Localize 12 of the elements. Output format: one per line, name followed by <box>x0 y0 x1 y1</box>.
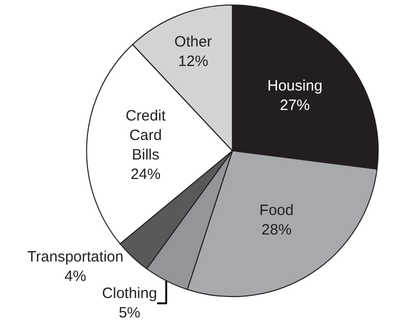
data-label: 12% <box>178 52 208 70</box>
data-label: 28% <box>262 222 292 239</box>
data-label: 5% <box>118 304 140 322</box>
slice-label: Other <box>174 33 212 50</box>
slice-label: Credit Card Bills <box>126 108 166 164</box>
data-label: 27% <box>280 96 310 114</box>
data-label: 4% <box>64 268 86 286</box>
slice-label: Housing <box>267 77 322 94</box>
slice-label: Clothing <box>102 285 158 302</box>
slice-label: Food <box>259 202 294 220</box>
data-label: 24% <box>130 166 161 184</box>
slice-label: Transportation <box>27 248 124 266</box>
